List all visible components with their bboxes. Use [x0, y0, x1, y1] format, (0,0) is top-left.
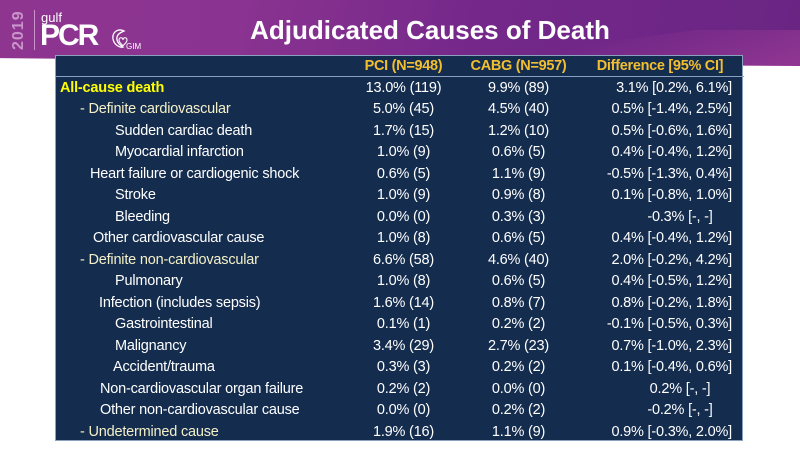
- table-row: Non-cardiovascular organ failure 0.2% (2)…: [56, 378, 744, 400]
- difference-value: -0.5% [-1.3%, 0.4%]: [606, 165, 732, 182]
- cause-label: Stroke: [115, 187, 156, 204]
- cause-label: Heart failure or cardiogenic shock: [90, 165, 300, 182]
- table-row: Accident/trauma 0.3% (3) 0.2% (2) 0.1% [-0.…: [56, 357, 744, 379]
- cause-label: Malignancy: [115, 337, 187, 354]
- cabg-value: 1.1% (9): [491, 165, 546, 182]
- logo-partner-text: GIM: [126, 42, 142, 51]
- difference-value: 0.4% [-0.4%, 1.2%]: [611, 230, 732, 247]
- cabg-value: 0.2% (2): [491, 402, 546, 419]
- pci-value: 1.9% (16): [372, 423, 435, 440]
- pci-value: 0.1% (1): [376, 316, 431, 333]
- cabg-value: 9.9% (89): [487, 79, 550, 96]
- pci-value: 1.0% (9): [376, 187, 431, 204]
- gulf-pcr-logo: 2019 gulf PCR GIM: [6, 4, 146, 56]
- cabg-value: 1.2% (10): [487, 122, 550, 139]
- cause-label: Non-cardiovascular organ failure: [100, 380, 304, 397]
- cabg-value: 0.6% (5): [491, 230, 546, 247]
- table-row: Malignancy 3.4% (29) 2.7% (23) 0.7% [-1.0%,…: [56, 335, 744, 357]
- cause-label: - Undetermined cause: [80, 423, 219, 440]
- difference-value: -0.1% [-0.5%, 0.3%]: [606, 316, 732, 333]
- table-row: - Definite cardiovascular 5.0% (45) 4.5% (…: [56, 99, 744, 121]
- pci-value: 0.0% (0): [376, 208, 431, 225]
- cabg-value: 1.1% (9): [491, 423, 546, 440]
- cause-label: - Definite non-cardiovascular: [80, 251, 259, 268]
- cause-label: Gastrointestinal: [115, 316, 213, 333]
- pci-value: 13.0% (119): [365, 79, 442, 96]
- pci-value: 5.0% (45): [372, 101, 435, 118]
- table-row: Gastrointestinal 0.1% (1) 0.2% (2) -0.1% [-…: [56, 314, 744, 336]
- difference-value: -0.3% [-, -]: [647, 208, 713, 225]
- cabg-value: 2.7% (23): [487, 337, 550, 354]
- table-row: - Undetermined cause 1.9% (16) 1.1% (9) 0.9…: [56, 421, 744, 443]
- difference-value: 0.7% [-1.0%, 2.3%]: [611, 337, 732, 354]
- cabg-value: 0.6% (5): [491, 273, 546, 290]
- cause-label: Bleeding: [115, 208, 170, 225]
- pci-value: 6.6% (58): [372, 251, 435, 268]
- cause-label: Other non-cardiovascular cause: [100, 402, 300, 419]
- cabg-value: 0.8% (7): [491, 294, 546, 311]
- table-row: Pulmonary 1.0% (8) 0.6% (5) 0.4% [-0.5%, 1.…: [56, 271, 744, 293]
- cause-label: All-cause death: [60, 79, 165, 96]
- cause-label: Pulmonary: [115, 273, 183, 290]
- difference-value: 3.1% [0.2%, 6.1%]: [616, 79, 732, 96]
- cause-label: Infection (includes sepsis): [99, 294, 261, 311]
- column-header-pci: PCI (N=948): [346, 56, 461, 77]
- table-header-row: PCI (N=948) CABG (N=957) Difference [95%…: [56, 56, 744, 77]
- cabg-value: 0.6% (5): [491, 144, 546, 161]
- heart-logo-icon: [112, 29, 128, 48]
- cabg-value: 4.6% (40): [487, 251, 550, 268]
- difference-value: 0.1% [-0.8%, 1.0%]: [611, 187, 732, 204]
- table-row: Myocardial infarction 1.0% (9) 0.6% (5) 0.4…: [56, 142, 744, 164]
- cause-label: Myocardial infarction: [115, 144, 244, 161]
- table-row: All-cause death 13.0% (119) 9.9% (89) 3.1% …: [56, 77, 744, 99]
- pci-value: 0.2% (2): [376, 380, 431, 397]
- cabg-value: 0.9% (8): [491, 187, 546, 204]
- table-row: Infection (includes sepsis) 1.6% (14) 0.8%…: [56, 292, 744, 314]
- column-header-cause: [56, 56, 346, 77]
- logo-pcr-text: PCR: [40, 19, 99, 52]
- table-row: Bleeding 0.0% (0) 0.3% (3) -0.3% [-, -]: [56, 206, 744, 228]
- difference-value: 0.8% [-0.2%, 1.8%]: [611, 294, 732, 311]
- column-header-difference: Difference [95% CI]: [576, 56, 744, 77]
- table-row: Other non-cardiovascular cause 0.0% (0) 0.…: [56, 400, 744, 422]
- cabg-value: 0.2% (2): [491, 359, 546, 376]
- difference-value: 2.0% [-0.2%, 4.2%]: [611, 251, 732, 268]
- pci-value: 0.6% (5): [376, 165, 431, 182]
- page-title: Adjudicated Causes of Death: [250, 15, 610, 45]
- cabg-value: 0.2% (2): [491, 316, 546, 333]
- difference-value: 0.5% [-0.6%, 1.6%]: [611, 122, 732, 139]
- cabg-value: 0.3% (3): [491, 208, 546, 225]
- difference-value: 0.5% [-1.4%, 2.5%]: [611, 101, 732, 118]
- cause-label: Sudden cardiac death: [115, 122, 253, 139]
- pci-value: 1.0% (8): [376, 230, 431, 247]
- pci-value: 1.0% (8): [376, 273, 431, 290]
- difference-value: 0.9% [-0.3%, 2.0%]: [611, 423, 732, 440]
- table-row: - Definite non-cardiovascular 6.6% (58) 4.…: [56, 249, 744, 271]
- logo-gulf-text: gulf: [41, 10, 62, 25]
- difference-value: -0.2% [-, -]: [647, 402, 713, 419]
- cabg-value: 0.0% (0): [491, 380, 546, 397]
- pci-value: 1.6% (14): [372, 294, 435, 311]
- difference-value: 0.4% [-0.4%, 1.2%]: [611, 144, 732, 161]
- cause-label: Accident/trauma: [113, 359, 215, 376]
- pci-value: 0.0% (0): [376, 402, 431, 419]
- cabg-value: 4.5% (40): [487, 101, 550, 118]
- causes-of-death-table: PCI (N=948) CABG (N=957) Difference [95%…: [55, 55, 744, 443]
- pci-value: 0.3% (3): [376, 359, 431, 376]
- pci-value: 1.0% (9): [376, 144, 431, 161]
- logo-divider: [34, 10, 35, 50]
- cause-label: Other cardiovascular cause: [93, 230, 265, 247]
- difference-value: 0.2% [-, -]: [649, 380, 711, 397]
- table-row: Heart failure or cardiogenic shock 0.6% (…: [56, 163, 744, 185]
- table-row: Other cardiovascular cause 1.0% (8) 0.6% (…: [56, 228, 744, 250]
- table-row: Sudden cardiac death 1.7% (15) 1.2% (10) 0.…: [56, 120, 744, 142]
- cause-label: - Definite cardiovascular: [80, 101, 231, 118]
- pci-value: 3.4% (29): [372, 337, 435, 354]
- difference-value: 0.1% [-0.4%, 0.6%]: [611, 359, 732, 376]
- column-header-cabg: CABG (N=957): [461, 56, 576, 77]
- pci-value: 1.7% (15): [372, 122, 435, 139]
- table-row: Stroke 1.0% (9) 0.9% (8) 0.1% [-0.8%, 1.0%]: [56, 185, 744, 207]
- difference-value: 0.4% [-0.5%, 1.2%]: [611, 273, 732, 290]
